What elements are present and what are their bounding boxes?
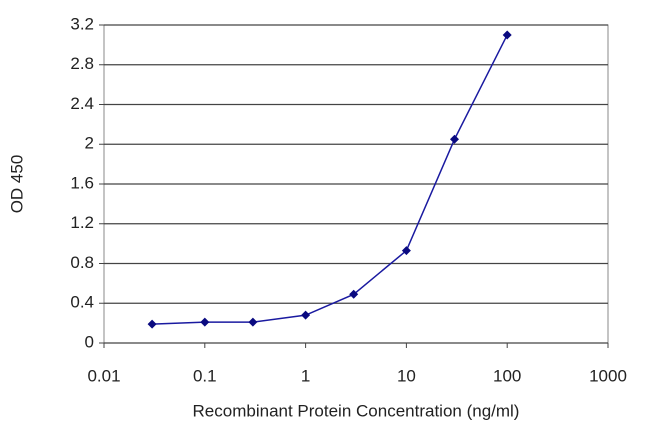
y-tick-label: 1.6 [70, 173, 94, 192]
point-marker [449, 134, 459, 144]
point-marker [200, 317, 210, 327]
x-tick-label: 1 [301, 366, 310, 385]
x-axis-label: Recombinant Protein Concentration (ng/ml… [193, 401, 520, 420]
x-tick-label: 1000 [589, 366, 627, 385]
point-marker [248, 317, 258, 327]
point-marker [349, 289, 359, 299]
y-axis-label: OD 450 [7, 155, 26, 214]
series-line [152, 34, 508, 325]
y-tick-label: 1.2 [70, 213, 94, 232]
point-marker [147, 319, 157, 329]
y-tick-label: 2.8 [70, 54, 94, 73]
point-marker [401, 246, 411, 256]
y-tick-label: 0 [85, 332, 94, 351]
x-tick-label: 100 [493, 366, 521, 385]
y-tick-label: 3.2 [70, 14, 94, 33]
y-tick-label: 0.8 [70, 253, 94, 272]
x-tick-label: 10 [397, 366, 416, 385]
y-tick-label: 2 [85, 134, 94, 153]
point-marker [502, 30, 512, 40]
x-tick-label: 0.1 [193, 366, 217, 385]
point-marker [301, 310, 311, 320]
x-tick-label: 0.01 [87, 366, 120, 385]
y-tick-label: 2.4 [70, 94, 94, 113]
y-tick-label: 0.4 [70, 293, 94, 312]
